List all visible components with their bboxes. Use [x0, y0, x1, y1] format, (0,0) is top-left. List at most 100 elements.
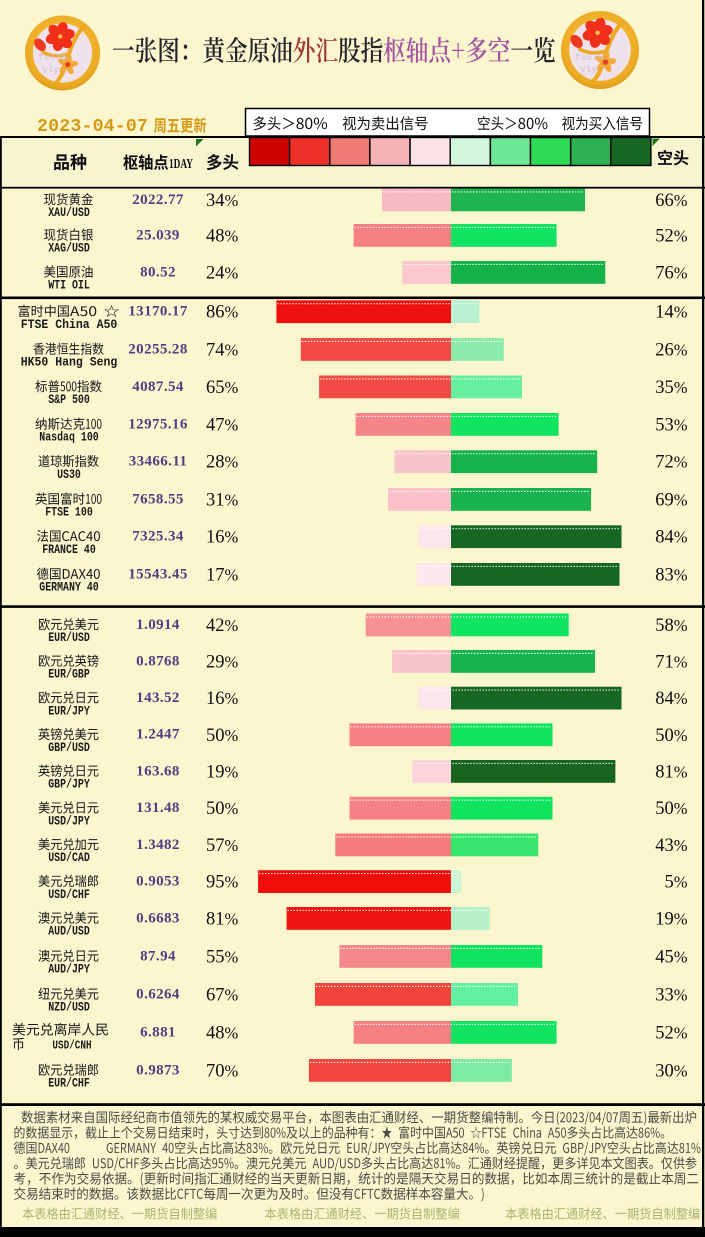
- svg-text:0.8768: 0.8768: [136, 653, 180, 669]
- svg-text:0.6683: 0.6683: [136, 910, 180, 926]
- svg-text:USD/CNH: USD/CNH: [52, 1039, 91, 1053]
- svg-text:67%: 67%: [206, 985, 239, 1005]
- svg-text:FRANCE 40: FRANCE 40: [42, 542, 96, 557]
- svg-text:7325.34: 7325.34: [132, 529, 184, 545]
- svg-text:XAG/USD: XAG/USD: [48, 241, 90, 256]
- svg-text:55%: 55%: [206, 947, 239, 967]
- svg-text:76%: 76%: [655, 263, 688, 283]
- svg-text:50%: 50%: [206, 726, 239, 746]
- svg-text:53%: 53%: [655, 415, 688, 435]
- svg-text:S&P 500: S&P 500: [48, 392, 90, 407]
- svg-text:26%: 26%: [655, 340, 688, 360]
- svg-text:42%: 42%: [206, 616, 239, 636]
- svg-text:EUR/CHF: EUR/CHF: [48, 1076, 90, 1091]
- svg-text:48%: 48%: [206, 226, 239, 246]
- svg-text:5%: 5%: [665, 873, 688, 893]
- svg-text:69%: 69%: [655, 490, 688, 510]
- svg-text:0.9053: 0.9053: [136, 874, 180, 890]
- svg-text:80.52: 80.52: [140, 264, 176, 280]
- svg-text:29%: 29%: [206, 652, 239, 672]
- svg-text:143.52: 143.52: [136, 690, 180, 706]
- svg-text:fx678: fx678: [575, 52, 604, 63]
- svg-text:31%: 31%: [206, 490, 239, 510]
- svg-text:58%: 58%: [655, 616, 688, 636]
- svg-text:USD/CHF: USD/CHF: [48, 887, 90, 902]
- svg-text:48%: 48%: [206, 1023, 239, 1043]
- svg-text:70%: 70%: [206, 1061, 239, 1081]
- svg-text:7658.55: 7658.55: [132, 491, 184, 507]
- svg-text:12975.16: 12975.16: [128, 416, 188, 432]
- svg-text:52%: 52%: [655, 226, 688, 246]
- svg-text:GERMANY 40: GERMANY 40: [39, 580, 99, 595]
- svg-text:GBP/JPY: GBP/JPY: [48, 777, 90, 792]
- svg-text:33466.11: 33466.11: [129, 454, 188, 470]
- svg-text:HK50 Hang Seng: HK50 Hang Seng: [21, 355, 118, 370]
- svg-text:81%: 81%: [655, 762, 688, 782]
- svg-text:US30: US30: [57, 467, 81, 482]
- svg-text:45%: 45%: [655, 947, 688, 967]
- svg-text:WTI OIL: WTI OIL: [48, 278, 90, 293]
- svg-text:19%: 19%: [206, 762, 239, 782]
- svg-text:2023-04-07: 2023-04-07: [37, 117, 148, 137]
- svg-text:fx678: fx678: [38, 52, 67, 63]
- svg-text:XAU/USD: XAU/USD: [48, 205, 90, 220]
- svg-text:EUR/JPY: EUR/JPY: [48, 703, 90, 718]
- svg-text:72%: 72%: [655, 453, 688, 473]
- svg-text:43%: 43%: [655, 836, 688, 856]
- svg-text:57%: 57%: [206, 836, 239, 856]
- svg-text:USD/CAD: USD/CAD: [48, 850, 90, 865]
- svg-text:NZD/USD: NZD/USD: [48, 1000, 90, 1015]
- svg-text:FTSE 100: FTSE 100: [45, 505, 93, 520]
- svg-text:47%: 47%: [206, 415, 239, 435]
- svg-text:81%: 81%: [206, 909, 239, 929]
- svg-text:71%: 71%: [655, 652, 688, 672]
- svg-text:16%: 16%: [206, 528, 239, 548]
- svg-text:14%: 14%: [655, 303, 688, 323]
- svg-text:4087.54: 4087.54: [132, 379, 184, 395]
- svg-text:GBP/USD: GBP/USD: [48, 740, 90, 755]
- svg-text:0.9873: 0.9873: [136, 1062, 180, 1078]
- svg-text:2022.77: 2022.77: [132, 192, 184, 208]
- svg-text:33%: 33%: [655, 985, 688, 1005]
- svg-text:EUR/USD: EUR/USD: [48, 630, 90, 645]
- svg-text:95%: 95%: [206, 873, 239, 893]
- svg-text:1.2447: 1.2447: [136, 727, 180, 743]
- svg-text:Nasdaq 100: Nasdaq 100: [39, 430, 99, 445]
- svg-text:yly: yly: [42, 64, 59, 75]
- svg-text:84%: 84%: [655, 528, 688, 548]
- svg-text:13170.17: 13170.17: [128, 304, 188, 320]
- svg-text:84%: 84%: [655, 689, 688, 709]
- svg-text:35%: 35%: [655, 378, 688, 398]
- svg-text:24%: 24%: [206, 263, 239, 283]
- svg-text:30%: 30%: [655, 1061, 688, 1081]
- svg-text:86%: 86%: [206, 303, 239, 323]
- svg-text:28%: 28%: [206, 453, 239, 473]
- svg-text:50%: 50%: [206, 799, 239, 819]
- svg-text:65%: 65%: [206, 378, 239, 398]
- svg-text:34%: 34%: [206, 191, 239, 211]
- svg-text:6.881: 6.881: [140, 1024, 176, 1040]
- svg-text:FTSE China A50: FTSE China A50: [21, 317, 118, 332]
- svg-text:EUR/GBP: EUR/GBP: [48, 667, 90, 682]
- svg-text:20255.28: 20255.28: [128, 341, 187, 357]
- svg-text:yly: yly: [580, 64, 597, 75]
- svg-text:AUD/USD: AUD/USD: [48, 924, 90, 939]
- svg-text:19%: 19%: [655, 909, 688, 929]
- svg-text:1DAY: 1DAY: [169, 156, 193, 171]
- svg-text:52%: 52%: [655, 1023, 688, 1043]
- svg-text:66%: 66%: [655, 191, 688, 211]
- svg-text:USD/JPY: USD/JPY: [48, 813, 90, 828]
- svg-text:50%: 50%: [655, 726, 688, 746]
- svg-text:1.0914: 1.0914: [136, 617, 180, 633]
- svg-text:163.68: 163.68: [136, 763, 180, 779]
- svg-text:17%: 17%: [206, 565, 239, 585]
- svg-text:AUD/JPY: AUD/JPY: [48, 962, 90, 977]
- svg-text:25.039: 25.039: [136, 227, 180, 243]
- svg-text:15543.45: 15543.45: [128, 566, 187, 582]
- svg-text:0.6264: 0.6264: [136, 986, 180, 1002]
- svg-text:1.3482: 1.3482: [136, 837, 180, 853]
- svg-text:74%: 74%: [206, 340, 239, 360]
- svg-text:83%: 83%: [655, 565, 688, 585]
- svg-text:50%: 50%: [655, 799, 688, 819]
- svg-text:87.94: 87.94: [140, 948, 176, 964]
